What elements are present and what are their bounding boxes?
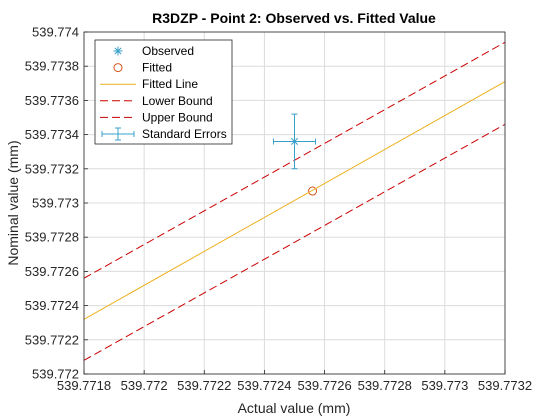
y-tick-label: 539.7736 [25,93,79,108]
y-tick-label: 539.7722 [25,332,79,347]
legend-entry-observed: Observed [113,44,194,58]
legend: Observed Fitted Fitted Line Lower Bound Uppe… [94,39,233,145]
y-tick-label: 539.7738 [25,59,79,74]
legend-label-upper-bound: Upper Bound [142,110,213,124]
legend-label-lower-bound: Lower Bound [142,94,213,108]
fitted-marker [308,186,318,196]
x-tick-label: 539.7724 [237,378,291,393]
legend-label-fitted-line: Fitted Line [142,77,198,91]
legend-box [94,39,233,145]
series-layer [83,41,506,361]
legend-entry-fitted-line: Fitted Line [100,77,198,91]
standard-errors-bars [272,113,317,170]
y-tick-label: 539.7728 [25,230,79,245]
legend-entry-upper-bound: Upper Bound [100,110,213,124]
legend-entry-standard-errors: Standard Errors [101,127,227,141]
legend-swatch-observed [113,46,123,56]
legend-swatch-fitted [113,63,123,73]
x-axis-label: Actual value (mm) [238,400,351,416]
y-tick-label: 539.7734 [25,127,79,142]
x-tick-label: 539.7722 [177,378,231,393]
y-tick-label: 539.7732 [25,161,79,176]
y-tick-label: 539.7726 [25,264,79,279]
x-tick-label: 539.773 [421,378,468,393]
x-tick-label: 539.7728 [358,378,412,393]
legend-label-fitted: Fitted [142,61,172,75]
y-tick-label: 539.773 [32,196,79,211]
y-tick-label: 539.772 [32,367,79,382]
legend-entry-lower-bound: Lower Bound [100,94,213,108]
y-tick-label: 539.7724 [25,298,79,313]
x-tick-label: 539.772 [121,378,168,393]
y-tick-label: 539.774 [32,25,79,40]
y-axis-label: Nominal value (mm) [5,140,21,265]
chart-title: R3DZP - Point 2: Observed vs. Fitted Val… [152,10,436,26]
legend-label-standard-errors: Standard Errors [142,127,227,141]
x-tick-label: 539.7726 [297,378,351,393]
legend-entry-fitted: Fitted [113,61,172,75]
legend-swatch-standard-errors [101,127,135,141]
x-tick-label: 539.7732 [478,378,532,393]
lower-bound-line [83,123,506,361]
y-axis-ticks: 539.772 539.7722 539.7724 539.7726 539.7728 5… [25,25,88,382]
legend-label-observed: Observed [142,44,194,58]
fitted-line-line [83,81,506,320]
x-tick-label: 539.7718 [57,378,111,393]
x-axis-ticks: 539.7718 539.772 539.7722 539.7724 539.7726 5… [57,370,532,393]
